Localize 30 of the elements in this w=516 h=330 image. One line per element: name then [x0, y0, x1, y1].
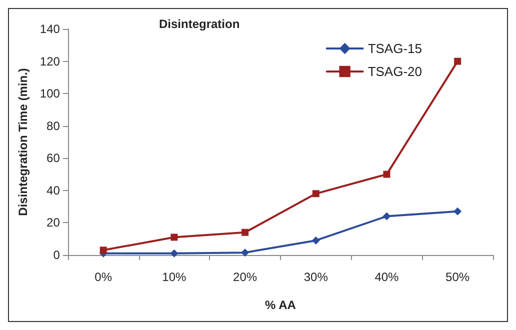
chart-title: Disintegration: [159, 17, 240, 31]
point: [312, 236, 320, 244]
legend-label: TSAG-15: [368, 41, 422, 56]
y-tick-label: 140: [40, 22, 60, 36]
point: [454, 207, 462, 216]
point: [383, 170, 390, 178]
y-tick-label: 40: [46, 183, 60, 198]
y-tick-label: 100: [40, 86, 60, 101]
x-tick-label: 0%: [94, 270, 112, 284]
point: [170, 234, 178, 241]
x-axis-title: % AA: [265, 298, 296, 312]
point: [454, 58, 462, 65]
y-tick-label: 80: [46, 118, 60, 133]
y-tick-label: 60: [46, 151, 60, 166]
x-tick-label: 10%: [162, 270, 187, 284]
point: [312, 190, 320, 198]
point: [170, 249, 178, 258]
point: [382, 212, 391, 220]
point: [100, 246, 107, 254]
y-tick-label: 120: [40, 54, 60, 68]
x-tick-label: 40%: [374, 270, 400, 284]
x-tick-label: 50%: [446, 270, 470, 284]
x-tick-label: 20%: [233, 270, 258, 284]
x-tick-label: 30%: [304, 270, 328, 284]
y-tick-label: 0: [53, 248, 60, 262]
y-axis-title: Disintegration Time (min.): [16, 68, 30, 216]
point: [242, 228, 249, 236]
legend-label: TSAG-20: [368, 64, 422, 79]
point: [241, 248, 250, 257]
y-tick-label: 20: [46, 216, 60, 230]
